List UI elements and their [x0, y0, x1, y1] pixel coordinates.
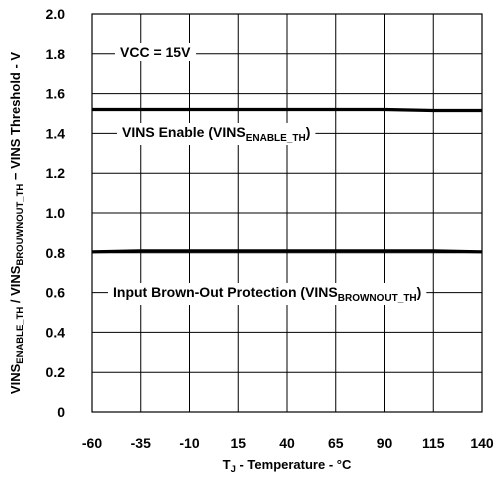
- brownout-label-end: ): [417, 284, 422, 300]
- enable-label-end: ): [306, 124, 311, 140]
- enable-label-main: VINS Enable (VINS: [122, 124, 246, 140]
- y-axis-title: VINSENABLE_TH / VINSBROUWNOUT_TH − VINS …: [8, 52, 26, 395]
- x-title-rest: - Temperature - °C: [236, 457, 352, 472]
- brownout-label-main: Input Brown-Out Protection (VINS: [113, 284, 338, 300]
- y-tick-label: 1.2: [46, 165, 66, 181]
- x-tick-label: -60: [82, 435, 102, 451]
- y-tick-label: 1.8: [46, 46, 66, 62]
- x-tick-label: 65: [328, 435, 344, 451]
- x-tick-label: 115: [422, 435, 445, 451]
- x-tick-label: -35: [131, 435, 151, 451]
- x-tick-label: -10: [179, 435, 199, 451]
- x-title-sub: J: [231, 464, 236, 475]
- brownout-label-sub: BROWNOUT_TH: [338, 293, 417, 304]
- y-title-p2: / VINS: [8, 265, 23, 307]
- y-title-s1: ENABLE_TH: [15, 307, 26, 364]
- x-tick-label: 90: [377, 435, 393, 451]
- x-title-main: T: [223, 457, 231, 472]
- x-tick-label: 15: [230, 435, 246, 451]
- enable-label-bg: [117, 123, 316, 145]
- enable-series-label: VINS Enable (VINSENABLE_TH): [122, 124, 310, 144]
- y-title-p1: VINS: [8, 363, 23, 394]
- x-tick-label: 40: [279, 435, 295, 451]
- x-tick-labels: -60 -35 -10 15 40 65 90 115 140: [82, 435, 494, 451]
- series-group: [91, 107, 483, 254]
- y-title-s2: BROUWNOUT_TH: [15, 184, 26, 266]
- y-tick-label: 2.0: [46, 6, 66, 22]
- y-tick-label: 1.6: [46, 86, 66, 102]
- brownout-label-bg: [108, 283, 427, 305]
- x-axis-title: TJ - Temperature - °C: [223, 457, 352, 475]
- brownout-series-label: Input Brown-Out Protection (VINSBROWNOUT…: [113, 284, 421, 304]
- y-tick-label: 1.0: [46, 205, 66, 221]
- y-tick-label: 0.4: [46, 324, 66, 340]
- y-title-p3: − VINS Threshold - V: [8, 52, 23, 184]
- y-tick-label: 1.4: [46, 125, 66, 141]
- brownout-threshold-line: [91, 249, 483, 254]
- y-tick-label: 0.6: [46, 285, 66, 301]
- y-tick-labels: 0 0.2 0.4 0.6 0.8 1.0 1.2 1.4 1.6 1.8 2.0: [46, 6, 66, 420]
- y-tick-label: 0: [57, 404, 65, 420]
- enable-label-sub: ENABLE_TH: [246, 133, 306, 144]
- vcc-label-bg: [115, 43, 197, 61]
- enable-threshold-line: [92, 107, 482, 113]
- x-tick-label: 140: [470, 435, 494, 451]
- y-tick-label: 0.8: [46, 245, 66, 261]
- y-tick-label: 0.2: [46, 364, 66, 380]
- plot-frame: [91, 13, 483, 413]
- vcc-annotation: VCC = 15V: [120, 44, 191, 60]
- grid: [92, 14, 482, 412]
